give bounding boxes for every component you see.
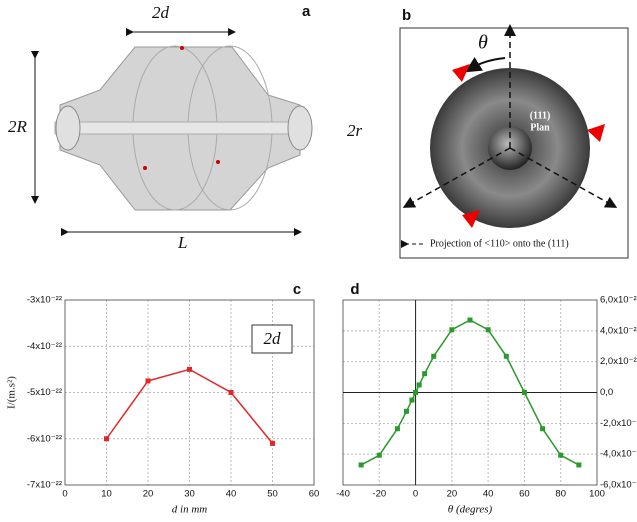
annotation: 2d (264, 329, 282, 348)
data-point (187, 366, 192, 372)
y-tick-label: -4x10⁻²² (27, 341, 62, 352)
data-point (228, 390, 234, 395)
label: 2R (8, 117, 28, 136)
data-point (145, 378, 151, 384)
marker (587, 124, 605, 142)
x-tick-label: 20 (447, 489, 458, 500)
data-point (521, 390, 527, 395)
data-point (422, 371, 428, 377)
y-tick-label: 6,0x10⁻²² (600, 295, 637, 306)
label: (111) (530, 110, 551, 121)
y-tick-label: -5x10⁻²² (27, 387, 62, 398)
panel-b: b θ (111) Plan Projection of <110> onto … (399, 7, 629, 259)
x-tick-label: 60 (309, 489, 320, 500)
data-point (449, 327, 455, 333)
x-tick-label: 10 (101, 489, 112, 500)
y-tick-label: -7x10⁻²² (27, 480, 62, 491)
data-point (409, 397, 415, 403)
x-tick-label: 0 (62, 489, 67, 500)
x-tick-label: 0 (413, 489, 418, 500)
data-point (358, 462, 364, 468)
x-tick-label: -40 (336, 489, 350, 500)
label: 2r (347, 121, 363, 140)
port (55, 105, 81, 151)
y-tick-label: 2,0x10⁻²² (600, 356, 637, 367)
panel-letter: c (293, 281, 301, 298)
data-point (431, 353, 437, 359)
label: Plan (530, 122, 550, 133)
plot-frame (64, 299, 315, 486)
port (287, 105, 313, 151)
data-point (576, 462, 582, 468)
y-tick-label: -6x10⁻²² (27, 433, 62, 444)
legend: Projection of <110> onto the (111) (430, 238, 569, 249)
x-tick-label: 40 (226, 489, 237, 500)
data-point (467, 317, 473, 323)
label: 2d (152, 3, 170, 22)
dot (216, 160, 220, 164)
y-tick-label: -2,0x10⁻²² (600, 418, 637, 429)
data-point (416, 382, 422, 388)
data-point (270, 440, 275, 446)
label: L (177, 233, 187, 252)
panel-letter: b (402, 7, 411, 24)
x-tick-label: 30 (184, 489, 195, 500)
label: θ (478, 32, 488, 54)
dot (143, 166, 147, 170)
x-tick-label: 40 (483, 489, 494, 500)
panel-a: 2d a 2R 2r L (8, 3, 363, 252)
marker (452, 64, 470, 82)
x-tick-label: 20 (143, 489, 154, 500)
channel (54, 121, 311, 135)
y-tick-label: -4,0x10⁻²² (600, 449, 637, 460)
data-point (394, 426, 400, 432)
marker (462, 210, 480, 228)
x-tick-label: -20 (372, 489, 386, 500)
x-axis-label: d in mm (172, 504, 208, 516)
x-tick-label: 80 (555, 489, 566, 500)
y-tick-label: -6,0x10⁻²² (600, 480, 637, 491)
y-tick-label: -3x10⁻²² (27, 295, 62, 306)
x-tick-label: 50 (267, 489, 278, 500)
y-axis-label: I/(m.s²) (6, 376, 18, 409)
dot (180, 46, 184, 50)
data-point (376, 452, 382, 458)
y-tick-label: 0,0 (600, 387, 613, 398)
data-point (503, 353, 509, 359)
x-tick-label: 60 (519, 489, 530, 500)
data-point (558, 452, 564, 458)
data-point (404, 408, 409, 414)
data-point (104, 436, 109, 442)
x-tick-label: 100 (589, 489, 605, 500)
data-point (485, 327, 491, 333)
data-point (540, 426, 546, 432)
x-axis-label: θ (degres) (448, 504, 493, 516)
annotation-box (251, 324, 293, 354)
rotation (465, 56, 506, 73)
data-point (413, 390, 419, 395)
panel-letter: d (350, 281, 359, 298)
panel-letter: a (302, 3, 311, 20)
y-tick-label: 4,0x10⁻²² (600, 325, 637, 336)
